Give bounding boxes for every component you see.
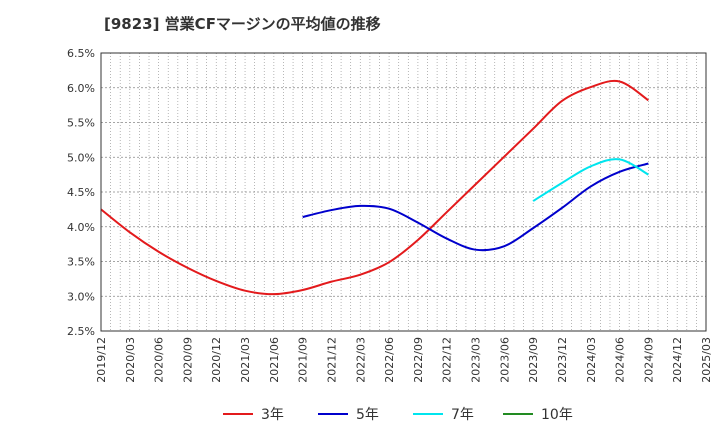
series-line-3 (532, 158, 649, 202)
x-tick-label: 2024/09 (642, 337, 655, 383)
plot-frame (100, 52, 707, 332)
y-tick-label: 4.5% (67, 186, 95, 199)
x-tick-label: 2019/12 (95, 337, 108, 383)
y-tick-label: 3.5% (67, 256, 95, 269)
series-line-1 (100, 79, 649, 296)
x-tick-label: 2025/03 (700, 337, 713, 383)
y-tick-label: 6.0% (67, 82, 95, 95)
series-layer (100, 79, 649, 296)
x-tick-label: 2022/03 (354, 337, 367, 383)
x-tick-label: 2023/12 (556, 337, 569, 383)
legend-label-4: 10年 (541, 407, 573, 423)
x-tick-label: 2020/06 (153, 337, 166, 383)
legend-label-2: 5年 (356, 407, 379, 423)
axis-layer: 2.5% 3.0% 3.5% 4.0% 4.5% 5.0% 5.5% 6.0% 6.5% 2019… (67, 47, 713, 383)
x-tick-label: 2023/03 (470, 337, 483, 383)
y-tick-label: 6.5% (67, 47, 95, 60)
legend-label-1: 3年 (261, 407, 284, 423)
x-tick-label: 2022/06 (383, 337, 396, 383)
y-tick-label: 4.0% (67, 221, 95, 234)
x-tick-label: 2024/12 (671, 337, 684, 383)
x-tick-label: 2021/03 (239, 337, 252, 383)
y-tick-label: 2.5% (67, 325, 95, 338)
x-tick-label: 2020/12 (210, 337, 223, 383)
y-tick-label: 5.5% (67, 117, 95, 130)
y-tick-label: 3.0% (67, 290, 95, 303)
x-tick-label: 2021/06 (268, 337, 281, 383)
series-line-2 (302, 162, 649, 252)
chart-title: [9823] 営業CFマージンの平均値の推移 (104, 15, 381, 33)
x-tick-label: 2024/06 (614, 337, 627, 383)
x-tick-label: 2022/09 (412, 337, 425, 383)
x-tick-label: 2023/09 (527, 337, 540, 383)
x-tick-label: 2021/09 (297, 337, 310, 383)
x-tick-label: 2020/09 (181, 337, 194, 383)
legend-layer: 3年 5年 7年 10年 (223, 407, 573, 423)
x-tick-label: 2020/03 (124, 337, 137, 383)
x-tick-label: 2021/12 (325, 337, 338, 383)
x-tick-label: 2022/12 (441, 337, 454, 383)
grid-layer (101, 53, 706, 331)
y-tick-label: 5.0% (67, 151, 95, 164)
x-tick-label: 2024/03 (585, 337, 598, 383)
legend-label-3: 7年 (451, 407, 474, 423)
x-tick-label: 2023/06 (498, 337, 511, 383)
